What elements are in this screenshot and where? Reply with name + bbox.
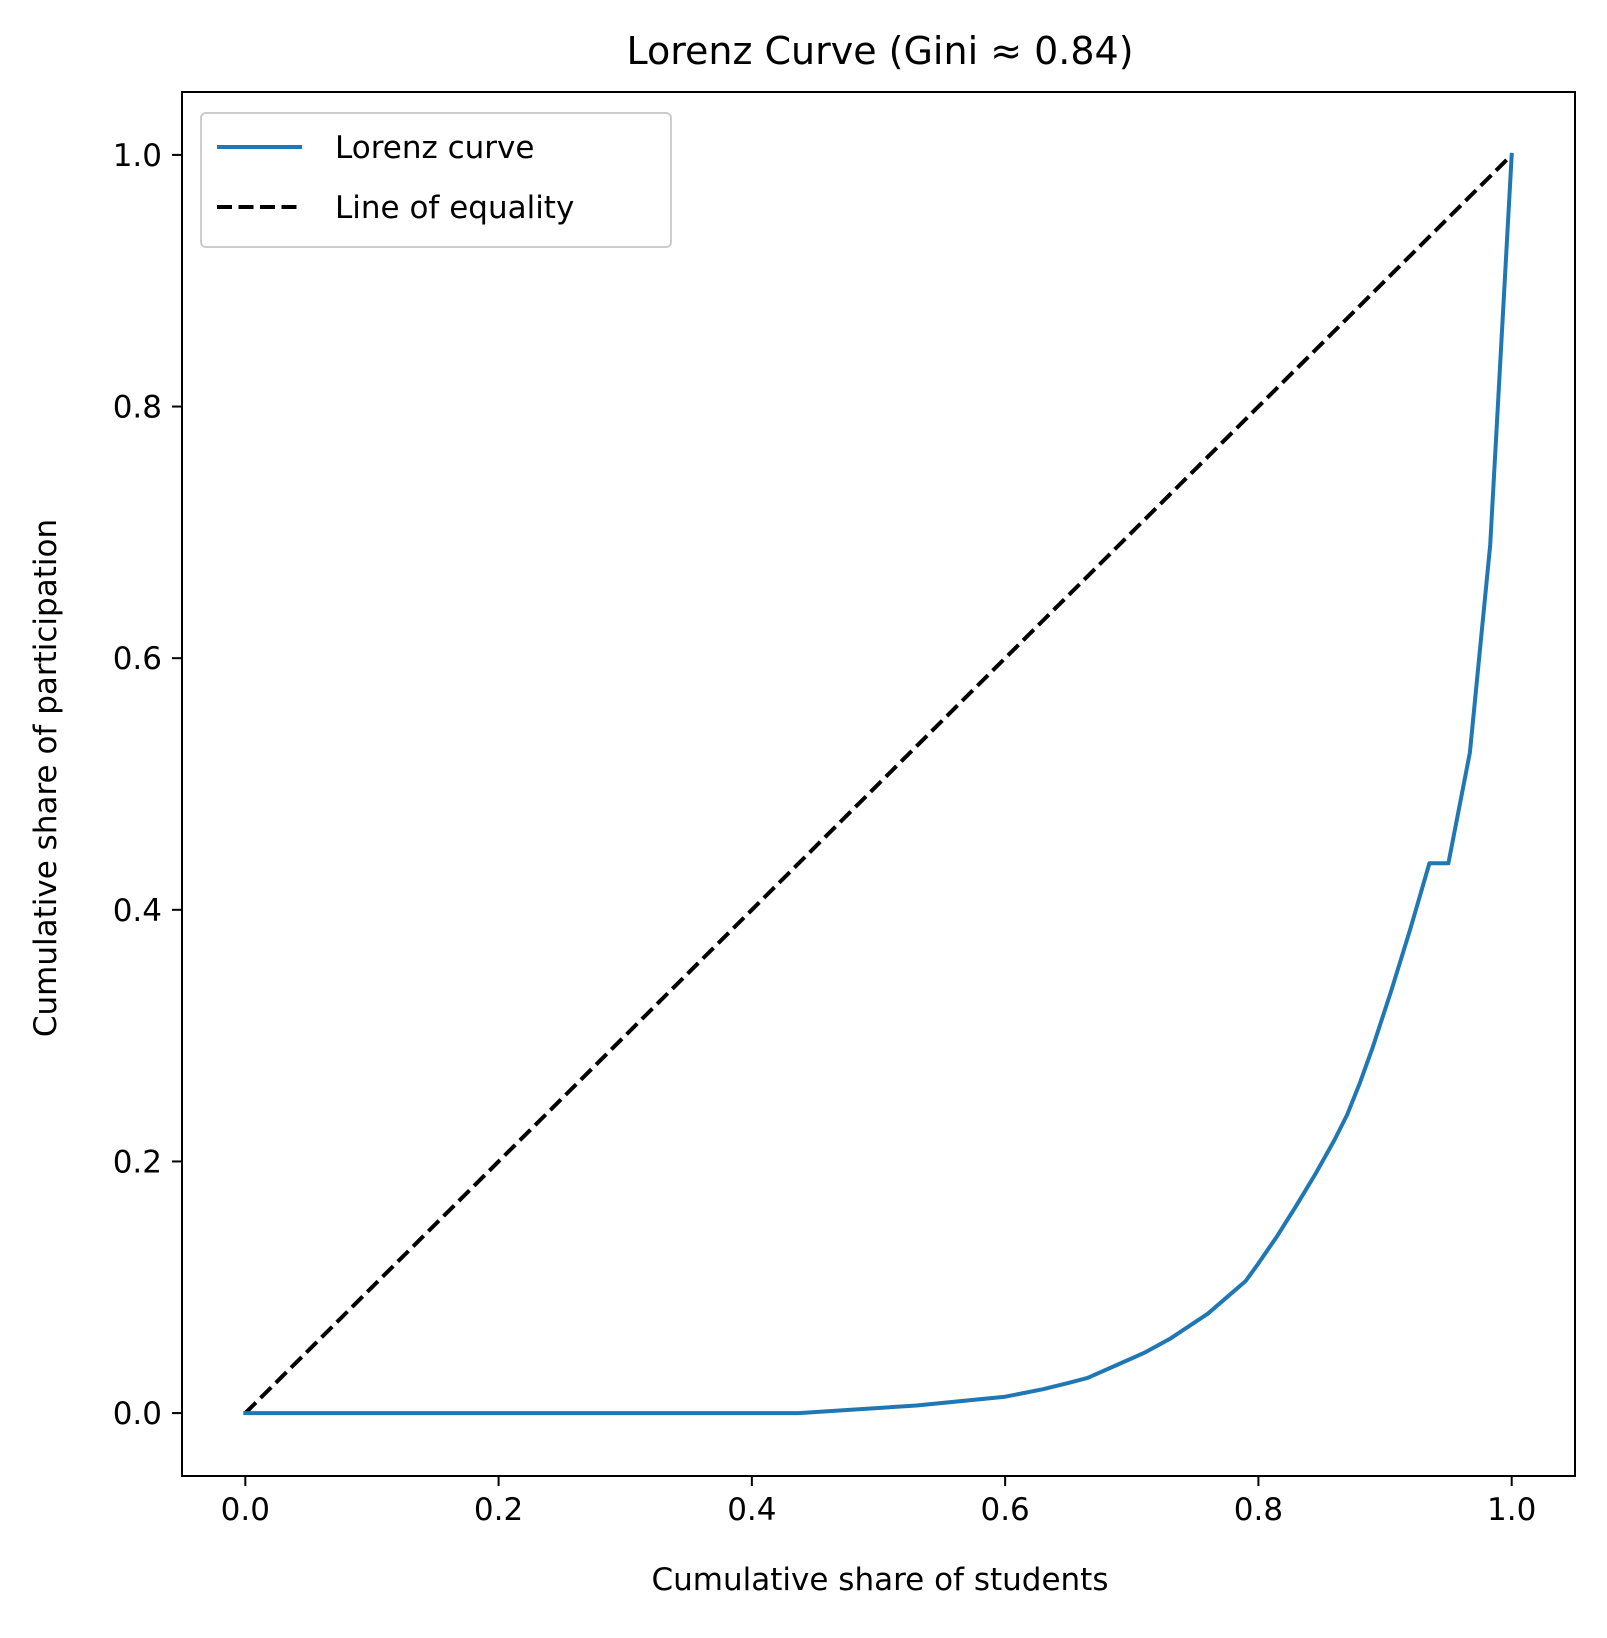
legend: Lorenz curve Line of equality	[200, 112, 672, 248]
plot-area	[181, 91, 1576, 1477]
y-tick-label: 0.4	[113, 893, 162, 929]
legend-lorenz-label: Lorenz curve	[335, 130, 534, 166]
y-axis-label: Cumulative share of participation	[28, 519, 64, 1037]
x-tick-label: 0.2	[474, 1492, 523, 1528]
x-tick-label: 0.6	[980, 1492, 1029, 1528]
x-tick-label: 0.0	[221, 1492, 270, 1528]
y-axis: 0.0 0.2 0.4 0.6 0.8 1.0	[113, 138, 182, 1432]
y-tick-label: 0.0	[113, 1396, 162, 1432]
y-tick-label: 0.6	[113, 641, 162, 677]
x-axis: 0.0 0.2 0.4 0.6 0.8 1.0	[221, 1476, 1536, 1528]
x-axis-label: Cumulative share of students	[652, 1562, 1109, 1598]
y-tick-label: 0.2	[113, 1144, 162, 1180]
legend-box	[200, 112, 672, 248]
legend-equality-label: Line of equality	[335, 190, 574, 226]
chart-title: Lorenz Curve (Gini ≈ 0.84)	[626, 29, 1133, 73]
equality-line	[243, 153, 1514, 1415]
lorenz-curve-line	[243, 152, 1514, 1416]
x-tick-label: 0.4	[727, 1492, 776, 1528]
x-tick-label: 1.0	[1487, 1492, 1536, 1528]
plot-frame	[181, 91, 1576, 1477]
y-tick-label: 1.0	[113, 138, 162, 174]
y-tick-label: 0.8	[113, 390, 162, 426]
x-tick-label: 0.8	[1234, 1492, 1283, 1528]
